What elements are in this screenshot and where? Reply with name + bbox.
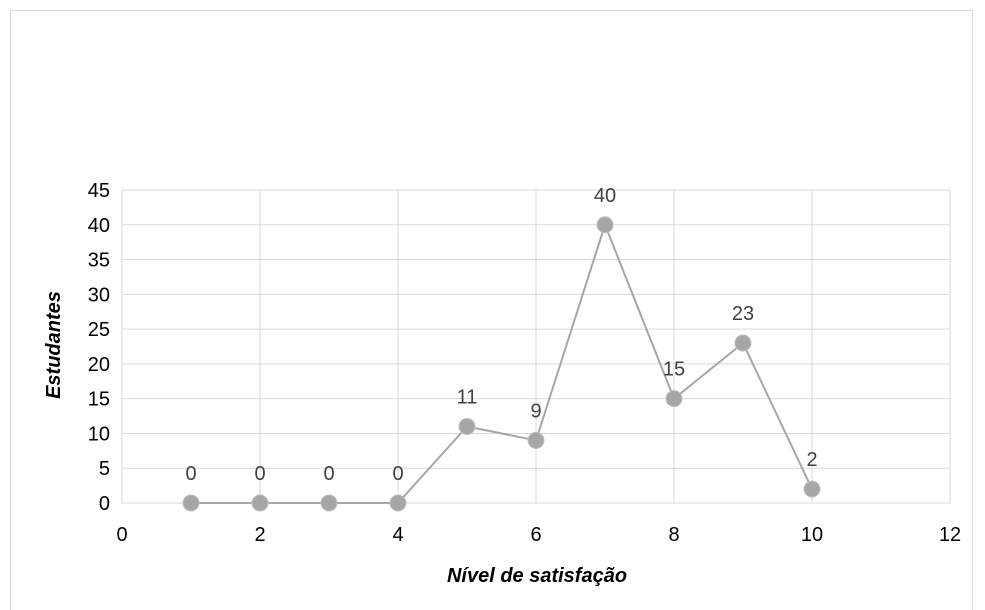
y-tick-label: 0	[99, 493, 110, 515]
y-axis-ticks: 0 5 10 15 20 25 30 35 40 45	[88, 180, 110, 515]
data-label: 0	[185, 463, 196, 485]
data-label: 2	[806, 449, 817, 471]
x-tick-label: 6	[530, 524, 541, 546]
data-point	[389, 494, 407, 512]
data-label: 9	[530, 400, 541, 422]
series-line	[191, 221, 813, 504]
x-tick-label: 12	[939, 524, 961, 546]
data-point	[251, 494, 269, 512]
data-point	[527, 431, 545, 449]
x-tick-label: 0	[116, 524, 127, 546]
data-label: 15	[663, 359, 685, 381]
y-tick-label: 40	[88, 215, 110, 237]
y-tick-label: 5	[99, 458, 110, 480]
y-axis-title: Estudantes	[43, 291, 65, 399]
y-tick-label: 10	[88, 423, 110, 445]
y-tick-label: 25	[88, 319, 110, 341]
grid-lines	[121, 189, 951, 504]
data-label: 11	[457, 386, 478, 408]
x-tick-label: 10	[801, 524, 823, 546]
y-tick-label: 20	[88, 354, 110, 376]
data-label: 0	[392, 463, 403, 485]
data-point	[182, 494, 200, 512]
data-point	[458, 417, 476, 435]
data-point	[734, 334, 752, 352]
data-label: 40	[594, 185, 616, 207]
chart-frame	[10, 10, 973, 610]
series	[182, 216, 821, 512]
y-tick-label: 30	[88, 284, 110, 306]
data-point	[665, 390, 683, 408]
data-label: 0	[323, 463, 334, 485]
data-label: 0	[254, 463, 265, 485]
data-point	[596, 216, 614, 234]
data-point	[803, 480, 821, 498]
y-tick-label: 35	[88, 250, 110, 272]
y-tick-label: 45	[88, 180, 110, 202]
x-tick-label: 2	[254, 524, 265, 546]
x-tick-label: 4	[392, 524, 403, 546]
data-point	[320, 494, 338, 512]
x-axis-title: Nível de satisfação	[447, 565, 627, 587]
data-label: 23	[732, 303, 754, 325]
data-labels: 0 0 0 0 11 9 40 15 23 2	[185, 185, 817, 485]
x-tick-label: 8	[668, 524, 679, 546]
x-axis-ticks: 0 2 4 6 8 10 12	[116, 524, 961, 546]
y-tick-label: 15	[88, 389, 110, 411]
